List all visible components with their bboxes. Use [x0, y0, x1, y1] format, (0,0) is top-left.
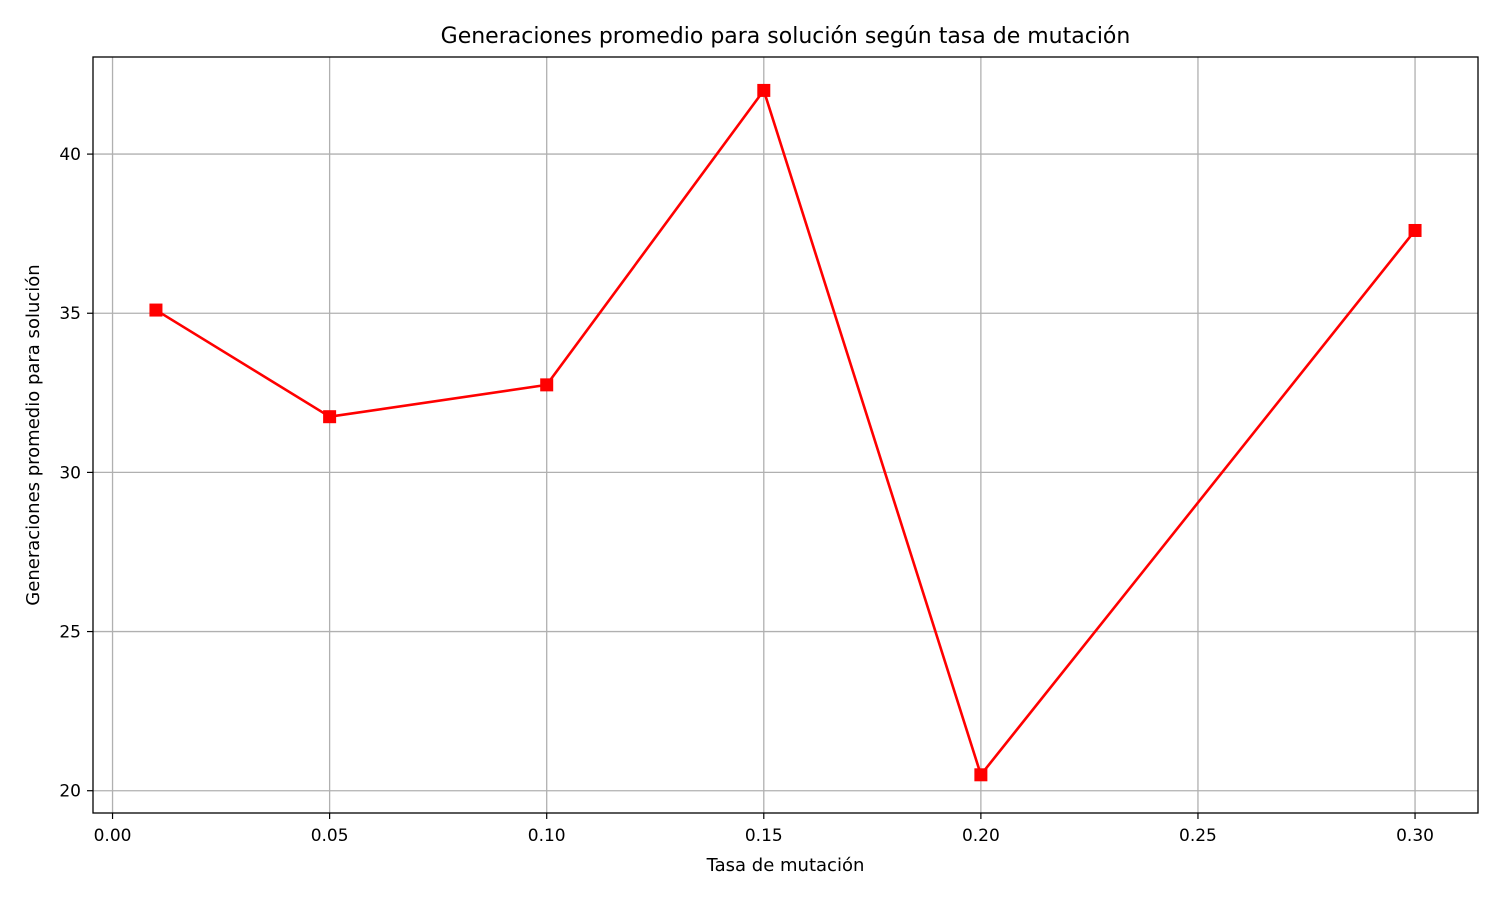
series-layer — [149, 83, 1422, 782]
data-point-marker — [974, 768, 988, 782]
x-tick-label: 0.25 — [1179, 826, 1217, 846]
grid — [93, 57, 1478, 813]
data-point-marker — [149, 303, 163, 317]
y-tick-label: 20 — [59, 782, 81, 802]
axis-ticks: 0.00 0.05 0.10 0.15 0.20 0.25 0.30 20 25 30 35 40 — [59, 145, 1434, 846]
data-point-marker — [323, 410, 337, 424]
x-tick-label: 0.00 — [94, 826, 132, 846]
y-tick-label: 25 — [59, 623, 81, 643]
y-axis-label: Generaciones promedio para solución — [23, 264, 44, 605]
y-tick-label: 35 — [59, 304, 81, 324]
y-tick-label: 40 — [59, 145, 81, 165]
chart-title: Generaciones promedio para solución segú… — [441, 24, 1131, 49]
series-line — [155, 89, 1417, 777]
x-tick-label: 0.30 — [1396, 826, 1434, 846]
data-point-marker — [540, 378, 554, 392]
x-tick-label: 0.15 — [745, 826, 783, 846]
data-point-marker — [1408, 223, 1422, 237]
x-axis-label: Tasa de mutación — [706, 855, 865, 876]
x-tick-label: 0.20 — [962, 826, 1000, 846]
x-tick-label: 0.10 — [528, 826, 566, 846]
y-tick-label: 30 — [59, 463, 81, 483]
plot-frame — [92, 56, 1479, 814]
data-point-marker — [757, 83, 771, 97]
x-tick-label: 0.05 — [311, 826, 349, 846]
